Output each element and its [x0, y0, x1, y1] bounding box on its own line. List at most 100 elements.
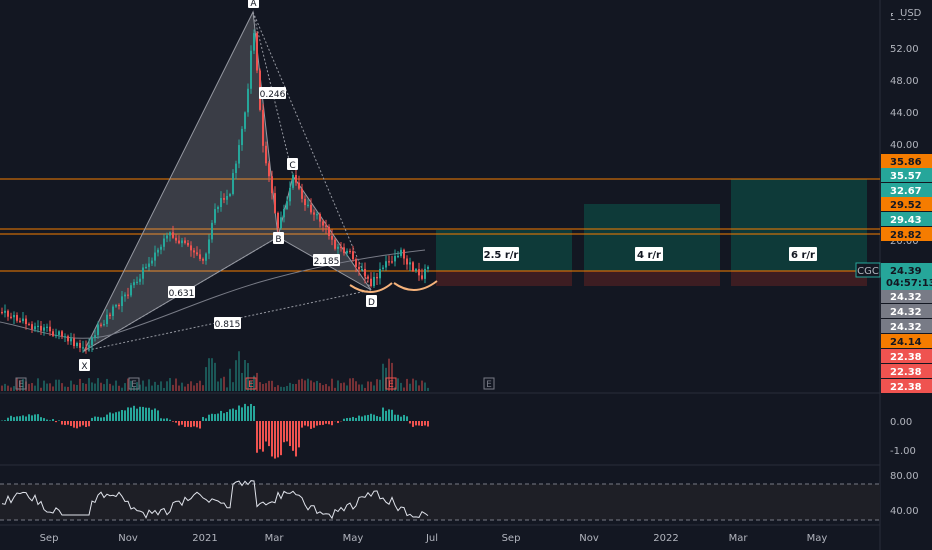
horizontal-levels[interactable] — [0, 178, 880, 272]
ratio-box-0-631[interactable] — [168, 286, 195, 298]
candle-body — [70, 338, 72, 342]
volume-bar — [304, 380, 306, 391]
candle-body — [133, 282, 135, 286]
point-label-x-box[interactable] — [79, 359, 90, 371]
oscillator-bar — [58, 420, 60, 421]
bottom-arc-right[interactable] — [393, 280, 438, 291]
price-axis[interactable]: 56.00 52.00 48.00 44.00 40.00 20.00 — [890, 12, 919, 247]
point-label-c-box[interactable] — [287, 158, 298, 170]
candle-body — [355, 259, 357, 267]
ratio-label-0-631: 0.631 — [169, 289, 195, 299]
volume-bar — [130, 380, 132, 391]
price-tag-bg — [881, 154, 932, 168]
oscillator-bar — [220, 410, 222, 421]
earnings-markers[interactable]: E E E E E — [15, 377, 495, 390]
currency-badge-bg[interactable] — [893, 5, 920, 19]
ratio-box-0-246[interactable] — [259, 87, 286, 99]
price-axis-label: 44.00 — [890, 108, 919, 119]
candle-body — [46, 326, 48, 328]
target-label-6: 6 r/r — [791, 250, 815, 261]
oscillator-bar — [52, 418, 54, 421]
earnings-marker[interactable] — [128, 377, 140, 390]
earnings-marker[interactable] — [385, 377, 397, 390]
rsi-axis-label: 80.00 — [890, 471, 919, 482]
candle-body — [139, 278, 141, 282]
symbol-tag[interactable] — [855, 262, 881, 278]
harmonic-pattern[interactable] — [82, 10, 372, 353]
time-axis-label: May — [343, 533, 364, 544]
point-label-a-box[interactable] — [248, 0, 259, 8]
oscillator-bar — [415, 421, 417, 426]
volume-bar — [136, 382, 138, 391]
oscillator-bar — [22, 415, 24, 421]
target-labels[interactable]: 2.5 r/r 4 r/r 6 r/r — [483, 247, 817, 261]
candle-body — [115, 304, 117, 307]
candle-body — [205, 253, 207, 261]
candle-body — [103, 324, 105, 326]
oscillator-bar — [307, 421, 309, 427]
oscillator-bar — [349, 417, 351, 421]
oscillator-bar — [13, 417, 15, 421]
price-tag-label: 35.86 — [890, 157, 922, 168]
oscillator-bar — [253, 405, 255, 421]
price-tag-bg — [881, 349, 932, 363]
volume-bar — [190, 381, 192, 391]
stop-zone-6[interactable] — [731, 271, 867, 286]
target-label-box-4[interactable] — [635, 247, 663, 261]
oscillator-bar — [406, 416, 408, 421]
pattern-labels[interactable]: A X B C D 0.246 0.631 2.185 0.815 — [79, 0, 377, 372]
bottom-arc-left[interactable] — [349, 282, 393, 293]
pattern-xab[interactable] — [82, 10, 279, 353]
candle-body — [190, 245, 192, 251]
oscillator-bar — [238, 405, 240, 421]
target-label-box-6[interactable] — [789, 247, 817, 261]
candle-body — [160, 246, 162, 250]
oscillator-bar — [103, 417, 105, 421]
stop-zone-4[interactable] — [584, 271, 720, 286]
oscillator-bar — [367, 414, 369, 421]
candle-body — [28, 324, 30, 326]
volume-bar — [94, 383, 96, 391]
volume-bar — [322, 385, 324, 391]
earnings-marker[interactable] — [15, 377, 27, 390]
volume-bar — [235, 360, 237, 391]
stop-zone-2-5[interactable] — [436, 271, 572, 286]
time-axis[interactable]: Sep Nov 2021 Mar May Jul Sep Nov 2022 Ma… — [40, 533, 828, 544]
pattern-bcd[interactable] — [277, 174, 372, 291]
volume-bar — [334, 387, 336, 391]
candle-body — [211, 222, 213, 240]
ratio-box-0-815[interactable] — [214, 317, 241, 329]
candle-body — [193, 250, 195, 253]
candle-body — [394, 256, 396, 262]
candle-body — [322, 221, 324, 226]
candle-body — [415, 269, 417, 271]
price-tag-bg — [881, 379, 932, 393]
volume-bar — [316, 380, 318, 391]
candle-body — [235, 163, 237, 174]
volume-bar — [142, 380, 144, 391]
oscillator-bar — [175, 421, 177, 423]
point-label-d-box[interactable] — [366, 295, 377, 307]
ratio-box-2-185[interactable] — [313, 254, 340, 266]
oscillator-bar — [166, 418, 168, 421]
risk-reward-zones[interactable] — [436, 179, 867, 286]
oscillator-bar — [418, 421, 420, 426]
candle-body — [277, 212, 279, 229]
target-label-box-2-5[interactable] — [483, 247, 519, 261]
oscillator-bar — [199, 421, 201, 429]
point-label-c: C — [289, 161, 295, 171]
volume-bar — [40, 387, 42, 391]
volume-bar — [106, 378, 108, 391]
candle-body — [250, 50, 252, 89]
candle-body — [127, 294, 129, 296]
earnings-marker[interactable] — [245, 377, 257, 390]
volume-bar — [127, 378, 129, 391]
point-label-b-box[interactable] — [273, 232, 284, 244]
volume-bar — [52, 386, 54, 391]
price-candles[interactable] — [1, 29, 429, 354]
time-axis-label: Nov — [579, 533, 599, 544]
earnings-marker[interactable] — [483, 377, 495, 390]
oscillator-bar — [412, 421, 414, 427]
ratio-label-0-815: 0.815 — [215, 320, 241, 330]
